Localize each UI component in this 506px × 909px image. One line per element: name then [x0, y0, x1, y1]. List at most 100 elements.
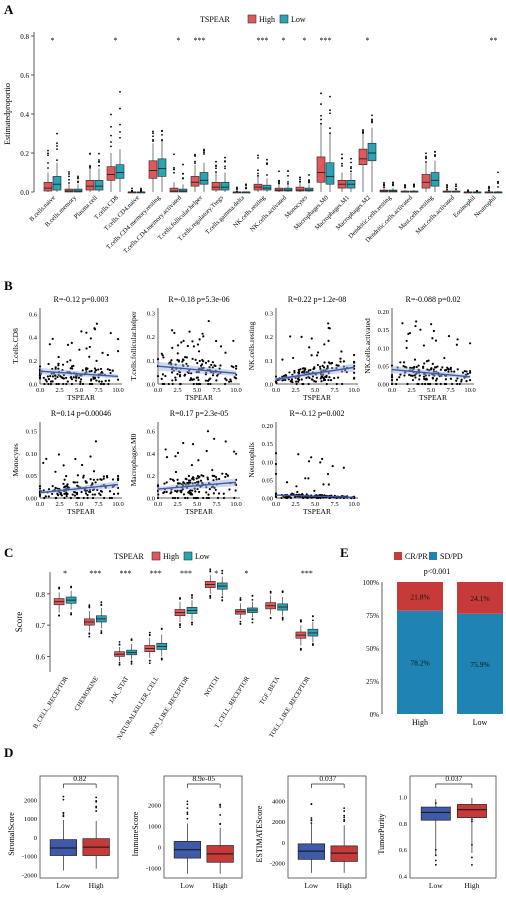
scatter-point — [450, 382, 454, 386]
y-axis-label: Estimatedproportio — [3, 83, 12, 145]
outlier-point — [100, 630, 103, 632]
scatter-point — [63, 496, 66, 500]
scatter-point — [66, 343, 70, 347]
scatter-point — [196, 376, 200, 379]
scatter-point — [189, 493, 192, 496]
outlier-point — [98, 159, 100, 161]
trend-line — [157, 365, 237, 375]
scatter-point — [395, 378, 399, 381]
scatter-point — [95, 359, 98, 362]
p-value-label: 0.037 — [319, 774, 336, 783]
scatter-point — [308, 346, 311, 349]
y-tick-label: 0.20 — [262, 423, 273, 430]
scatter-point — [174, 470, 178, 474]
y-tick-label: 0.0 — [20, 189, 29, 197]
scatter-point — [319, 461, 322, 464]
category-label: B_CELL_RECEPTOR — [32, 675, 70, 730]
legend-swatch-sdpd — [429, 552, 437, 560]
scatter-point — [327, 378, 330, 382]
scatter-point — [102, 475, 106, 478]
scatter-point — [43, 496, 46, 500]
scatter-point — [326, 364, 329, 368]
scatter-point — [207, 359, 210, 363]
scatter-point — [295, 380, 298, 383]
scatter-point — [207, 319, 210, 323]
p-value-label: 0.037 — [445, 774, 462, 783]
outlier-point — [194, 153, 196, 156]
category-label: T_CELL_RECEPTOR — [214, 675, 252, 730]
scatter-point — [60, 376, 63, 379]
x-tick-label: 5.0 — [75, 501, 83, 508]
scatter-point — [431, 377, 435, 380]
scatter-point — [199, 382, 202, 386]
scatter-point — [432, 329, 435, 333]
scatter-point — [59, 491, 63, 495]
scatter-point — [197, 490, 201, 494]
outlier-point — [95, 800, 98, 803]
y-tick-label: 1000 — [24, 816, 37, 823]
outlier-point — [287, 170, 289, 172]
scatter-point — [100, 370, 103, 374]
outlier-point — [434, 863, 437, 866]
scatter-point — [431, 337, 434, 340]
scatter-point — [411, 378, 415, 382]
scatter-point — [92, 377, 95, 380]
scatter-point — [94, 440, 98, 443]
scatter-point — [180, 341, 183, 344]
scatter-point — [327, 322, 330, 325]
scatter-point — [284, 374, 288, 377]
scatter-point — [234, 489, 237, 492]
outlier-point — [350, 165, 352, 168]
scatter-point — [171, 382, 174, 386]
scatter-point — [57, 453, 61, 456]
outlier-point — [215, 164, 217, 167]
y-tick-label: 0.15 — [378, 327, 389, 334]
scatter-point — [427, 359, 430, 362]
x-tick-label: 2.5 — [55, 387, 63, 394]
outlier-point — [425, 152, 427, 155]
y-tick-label: 0.8 — [36, 590, 46, 599]
scatter-point — [95, 379, 98, 382]
scatter-point — [108, 379, 111, 382]
box-high — [85, 180, 95, 191]
outlier-point — [152, 138, 154, 141]
scatter-point — [196, 343, 200, 346]
scatter-point — [450, 370, 453, 373]
outlier-point — [488, 185, 490, 188]
x-tick-label: 0.0 — [154, 387, 162, 394]
box-high — [316, 156, 326, 183]
scatter-point — [439, 368, 442, 371]
scatter-point — [191, 340, 194, 343]
scatter-point — [219, 364, 222, 367]
scatter-point — [320, 375, 323, 378]
scatter-point — [405, 346, 408, 349]
confidence-band — [158, 361, 237, 376]
scatter-point — [38, 487, 42, 490]
outlier-point — [152, 135, 154, 138]
outlier-point — [341, 157, 343, 160]
scatter-point — [99, 478, 102, 481]
scatter-point — [217, 492, 221, 495]
scatter-point — [322, 376, 325, 379]
outlier-point — [62, 814, 65, 817]
scatter-point — [434, 366, 438, 369]
outlier-point — [110, 145, 112, 148]
outlier-point — [95, 796, 98, 799]
scatter-point — [201, 363, 204, 366]
scatter-point — [204, 379, 207, 382]
significance-mark: * — [244, 569, 248, 578]
scatter-point — [449, 377, 453, 380]
outlier-point — [173, 153, 175, 156]
box-high — [148, 160, 158, 179]
scatter-point — [413, 365, 416, 369]
outlier-point — [257, 154, 259, 157]
scatter-point — [173, 496, 177, 500]
scatter-point — [96, 478, 99, 481]
scatter-point — [340, 350, 343, 353]
outlier-point — [343, 820, 346, 823]
outlier-point — [95, 805, 98, 808]
outlier-point — [88, 635, 91, 638]
y-tick-label: -1000 — [22, 854, 37, 861]
scatter-point — [422, 375, 426, 378]
outlier-point — [152, 140, 154, 143]
